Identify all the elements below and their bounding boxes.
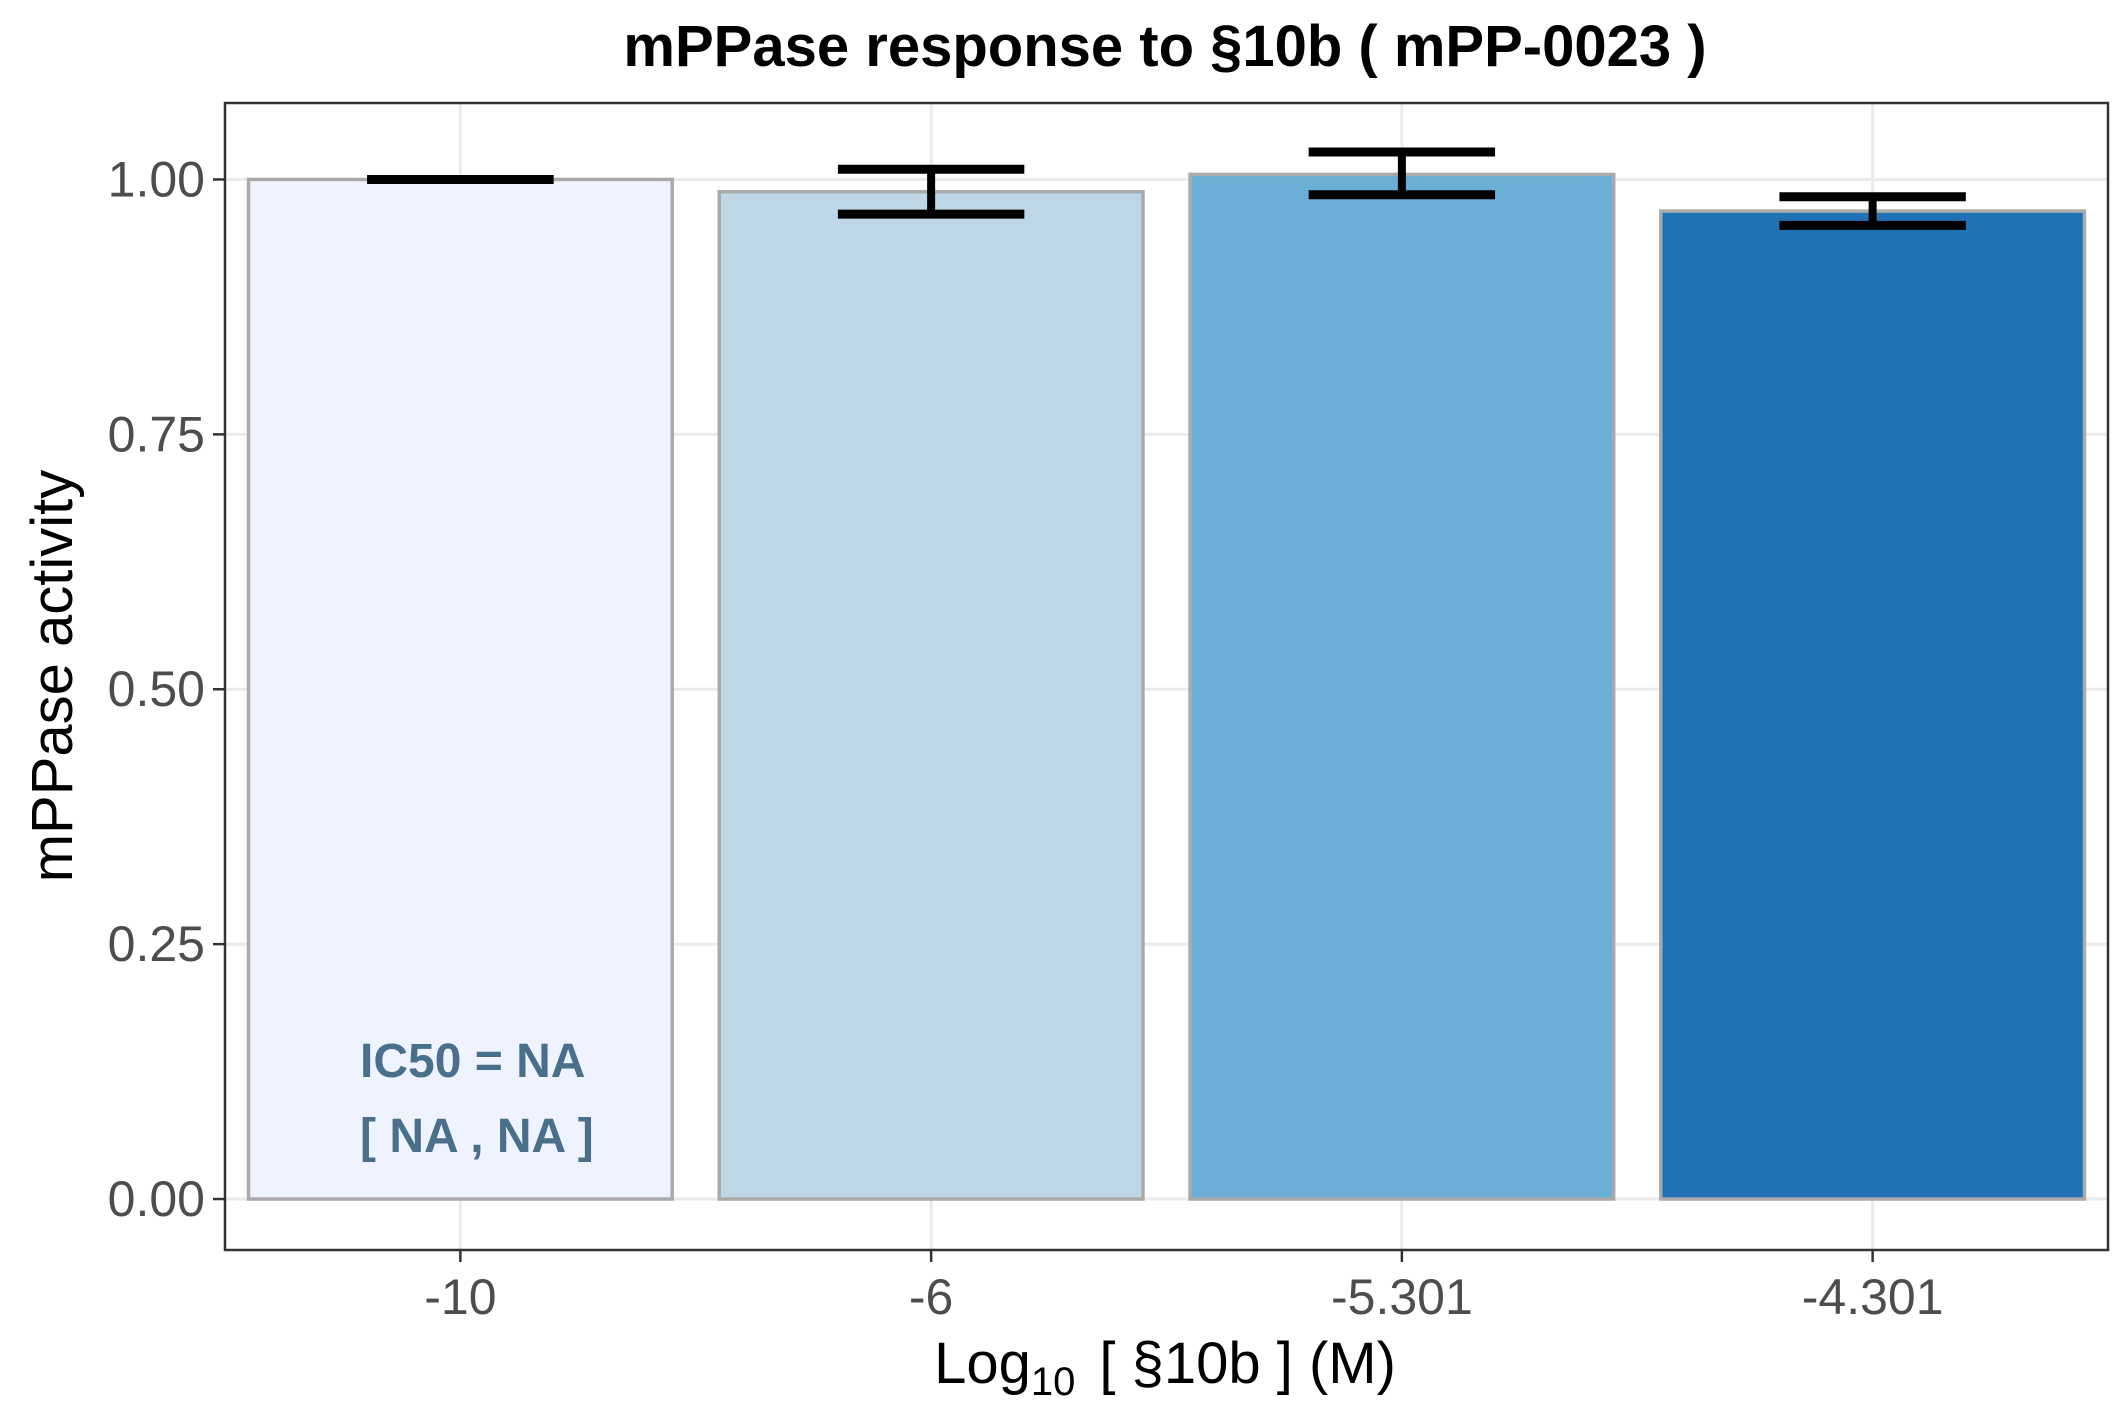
bar-2 (1188, 172, 1616, 1201)
ic50-annotation: IC50 = NA (360, 1035, 585, 1088)
y-axis: 0.00 0.25 0.50 0.75 1.00 (108, 151, 225, 1227)
x-tick-label-2: -5.301 (1331, 1269, 1473, 1325)
error-bar-1 (837, 164, 1025, 219)
x-axis-title-main: Log (934, 1331, 1031, 1396)
y-tick-label-4: 1.00 (108, 151, 205, 207)
ic50-interval-annotation: [ NA , NA ] (360, 1110, 594, 1163)
bars (246, 172, 2087, 1201)
x-tick-label-3: -4.301 (1802, 1269, 1944, 1325)
x-tick-label-0: -10 (424, 1269, 496, 1325)
x-axis-title-subscript: 10 (1031, 1360, 1076, 1404)
y-axis-title: mPPase activity (20, 470, 85, 883)
bar-1 (717, 189, 1145, 1201)
y-tick-label-0: 0.00 (108, 1171, 205, 1227)
error-bar-2 (1308, 147, 1496, 200)
bar-3 (1659, 209, 2087, 1201)
x-axis-title: Log10 [ §10b ] (M) (934, 1331, 1396, 1404)
bar-0 (246, 177, 674, 1201)
error-bars (367, 147, 1966, 230)
plot-panel-border (223, 101, 2110, 1252)
x-axis: -10 -6 -5.301 -4.301 (424, 1250, 1944, 1325)
y-tick-label-2: 0.50 (108, 661, 205, 717)
error-bar-3 (1779, 192, 1966, 230)
x-axis-title-rest: [ §10b ] (M) (1099, 1331, 1396, 1396)
y-tick-label-1: 0.25 (108, 916, 205, 972)
y-tick-label-3: 0.75 (108, 406, 205, 462)
x-tick-label-1: -6 (909, 1269, 953, 1325)
chart-title: mPPase response to §10b ( mPP-0023 ) (623, 14, 1706, 79)
